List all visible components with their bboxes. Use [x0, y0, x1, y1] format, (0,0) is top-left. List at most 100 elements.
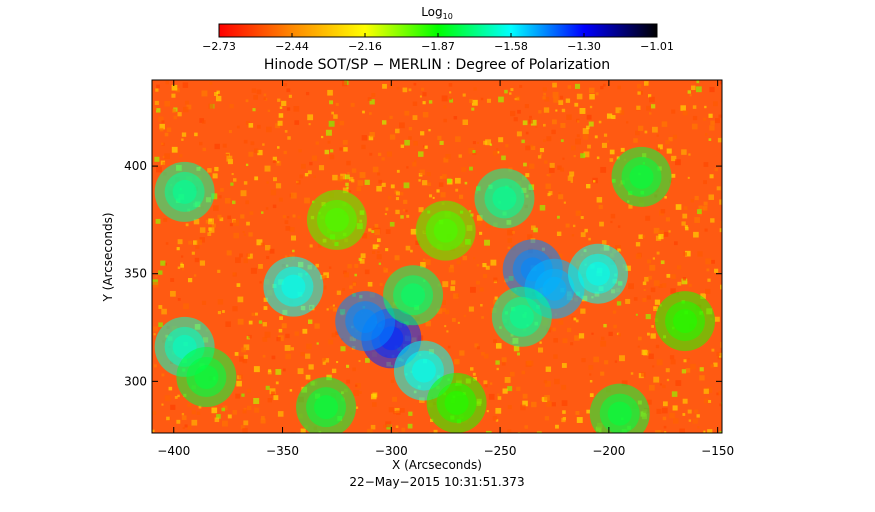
heatmap-texture — [250, 267, 257, 274]
heatmap-texture — [468, 210, 472, 213]
heatmap-texture — [687, 176, 690, 179]
heatmap-texture — [285, 353, 292, 360]
heatmap-texture — [161, 403, 164, 406]
heatmap-texture — [251, 88, 257, 93]
heatmap-texture — [648, 353, 654, 360]
heatmap-texture — [661, 121, 668, 127]
heatmap-texture — [369, 131, 375, 138]
heatmap-texture — [400, 192, 404, 196]
heatmap-texture — [472, 141, 476, 145]
heatmap-texture — [261, 211, 264, 214]
heatmap-texture — [238, 374, 243, 379]
heatmap-texture — [356, 186, 362, 192]
heatmap-texture — [584, 228, 588, 233]
polarization-feature — [194, 365, 219, 390]
heatmap-texture — [207, 232, 212, 236]
heatmap-texture — [687, 409, 692, 414]
heatmap-texture — [279, 106, 283, 109]
heatmap-texture — [710, 364, 715, 368]
heatmap-texture — [234, 352, 239, 356]
heatmap-texture — [404, 139, 410, 146]
polarization-feature — [444, 390, 469, 415]
heatmap-texture — [519, 84, 523, 88]
heatmap-texture — [408, 126, 413, 131]
heatmap-texture — [714, 316, 720, 322]
heatmap-texture — [650, 287, 656, 293]
heatmap-texture — [691, 123, 698, 130]
heatmap-texture — [277, 160, 280, 164]
heatmap-texture — [543, 92, 547, 96]
heatmap-texture — [175, 87, 180, 93]
heatmap-texture — [243, 258, 249, 264]
heatmap-texture — [492, 415, 498, 421]
heatmap-texture — [393, 410, 397, 415]
heatmap-texture — [396, 410, 401, 415]
heatmap-texture — [262, 322, 267, 327]
heatmap-texture — [688, 419, 692, 422]
heatmap-texture — [180, 255, 184, 258]
heatmap-texture — [653, 227, 660, 234]
heatmap-texture — [239, 356, 245, 362]
heatmap-texture — [450, 286, 456, 291]
heatmap-texture — [461, 167, 467, 172]
heatmap-texture — [422, 111, 429, 118]
heatmap-texture — [170, 404, 176, 410]
heatmap-texture — [436, 189, 440, 193]
heatmap-texture — [308, 123, 311, 126]
heatmap-texture — [285, 333, 290, 339]
heatmap-texture — [171, 146, 178, 153]
heatmap-texture — [246, 221, 250, 226]
heatmap-texture — [292, 249, 295, 253]
heatmap-texture — [407, 423, 413, 429]
heatmap-texture — [489, 143, 493, 146]
heatmap-texture — [694, 217, 701, 223]
heatmap-texture — [717, 356, 721, 360]
heatmap-texture — [216, 90, 220, 94]
heatmap-texture — [394, 255, 400, 261]
heatmap-texture — [226, 250, 232, 256]
heatmap-texture — [418, 151, 424, 157]
heatmap-texture — [198, 405, 202, 409]
heatmap-texture — [402, 87, 408, 93]
heatmap-texture — [496, 367, 499, 371]
heatmap-texture — [326, 308, 329, 311]
heatmap-texture — [652, 126, 658, 133]
heatmap-texture — [707, 278, 711, 282]
heatmap-texture — [697, 426, 700, 429]
heatmap-texture — [318, 165, 325, 171]
heatmap-texture — [710, 218, 715, 223]
heatmap-texture — [521, 370, 526, 375]
heatmap-texture — [633, 138, 638, 143]
heatmap-texture — [626, 121, 629, 124]
heatmap-texture — [569, 171, 575, 177]
heatmap-texture — [188, 240, 193, 245]
heatmap-texture — [331, 368, 337, 374]
heatmap-texture — [242, 409, 247, 414]
heatmap-texture — [321, 135, 324, 139]
heatmap-texture — [486, 98, 491, 103]
heatmap-texture — [473, 257, 476, 260]
heatmap-texture — [516, 386, 521, 392]
heatmap-texture — [671, 274, 676, 279]
heatmap-texture — [412, 115, 418, 121]
heatmap-texture — [561, 417, 566, 423]
heatmap-texture — [642, 281, 647, 286]
heatmap-texture — [248, 320, 253, 325]
heatmap-texture — [720, 342, 722, 348]
heatmap-texture — [714, 167, 719, 172]
heatmap-texture — [323, 357, 327, 361]
heatmap-texture — [681, 369, 687, 374]
heatmap-texture — [365, 358, 370, 363]
heatmap-texture — [675, 380, 682, 386]
heatmap-texture — [305, 91, 310, 96]
x-axis-label: X (Arcseconds) — [392, 458, 482, 472]
heatmap-texture — [402, 209, 406, 212]
heatmap-texture — [685, 226, 689, 231]
heatmap-texture — [565, 98, 571, 103]
heatmap-texture — [187, 403, 192, 407]
heatmap-texture — [516, 131, 522, 137]
heatmap-texture — [606, 113, 613, 119]
heatmap-texture — [647, 332, 650, 336]
heatmap-texture — [304, 173, 309, 177]
heatmap-texture — [476, 220, 482, 226]
